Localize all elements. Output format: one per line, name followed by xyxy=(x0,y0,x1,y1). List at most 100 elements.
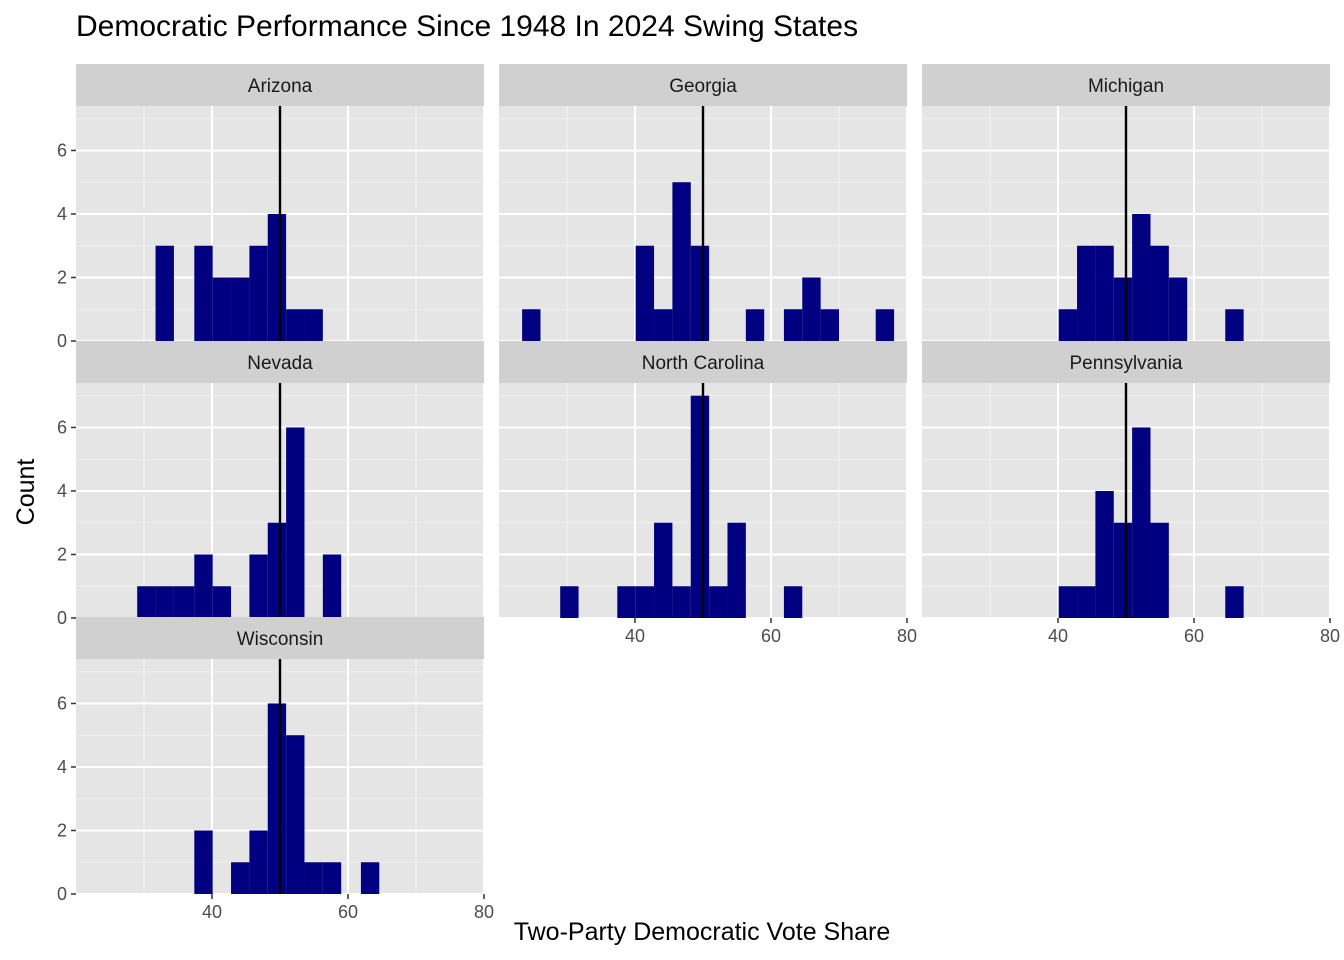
histogram-bar xyxy=(1095,490,1114,618)
histogram-bar xyxy=(286,427,305,618)
histogram-bar xyxy=(173,586,195,618)
histogram-bar xyxy=(560,586,579,618)
x-tick-label: 80 xyxy=(474,902,494,922)
histogram-bar xyxy=(1058,586,1078,618)
histogram-bar xyxy=(727,522,746,618)
y-tick-label: 0 xyxy=(57,331,67,351)
facet-strip xyxy=(76,64,484,106)
histogram-bar xyxy=(267,522,287,618)
y-tick-label: 6 xyxy=(57,693,67,713)
facet-strip xyxy=(922,64,1330,106)
histogram-bar xyxy=(690,245,710,341)
x-tick-label: 80 xyxy=(1320,626,1340,646)
facet-arizona: Arizona 0 2 4 6 xyxy=(57,64,485,351)
histogram-bar xyxy=(194,554,213,618)
histogram-bar xyxy=(155,245,174,341)
facet-label: Wisconsin xyxy=(237,629,324,650)
facet-wisconsin: Wisconsin 0 2 4 6 40 60 80 xyxy=(57,617,494,922)
y-tick-label: 2 xyxy=(57,544,67,564)
x-tick-label: 60 xyxy=(1184,626,1204,646)
histogram-bar xyxy=(322,554,342,618)
histogram-bar xyxy=(194,245,213,341)
histogram-bar xyxy=(137,586,156,618)
y-tick-label: 6 xyxy=(57,140,67,160)
histogram-bar xyxy=(1150,522,1169,618)
histogram-bar xyxy=(1095,245,1114,341)
histogram-bar xyxy=(286,735,305,894)
histogram-bar xyxy=(1113,522,1133,618)
facet-strip xyxy=(76,617,484,659)
x-tick-label: 40 xyxy=(625,626,645,646)
histogram-bar xyxy=(212,277,232,341)
histogram-bar xyxy=(360,862,380,894)
histogram-bar xyxy=(672,182,691,341)
histogram-bar xyxy=(654,309,673,341)
facet-label: Pennsylvania xyxy=(1069,353,1182,374)
histogram-bar xyxy=(635,586,655,618)
histogram-bar xyxy=(286,309,305,341)
histogram-bar xyxy=(249,245,268,341)
x-tick-label: 40 xyxy=(1048,626,1068,646)
facet-strip xyxy=(76,341,484,383)
facet-michigan: Michigan xyxy=(922,64,1331,342)
y-tick-label: 2 xyxy=(57,267,67,287)
y-tick-label: 0 xyxy=(57,608,67,628)
x-tick-label: 40 xyxy=(202,902,222,922)
facet-strip xyxy=(499,341,907,383)
histogram-bar xyxy=(1132,213,1151,341)
histogram-bar xyxy=(617,586,636,618)
histogram-bar xyxy=(1113,277,1133,341)
facet-label: North Carolina xyxy=(642,353,765,374)
histogram-bar xyxy=(1168,277,1188,341)
facet-strip xyxy=(499,64,907,106)
histogram-bar xyxy=(875,309,895,341)
facet-nevada: Nevada 0 2 4 6 xyxy=(57,341,485,628)
x-axis-title: Two-Party Democratic Vote Share xyxy=(514,918,891,946)
x-tick-label: 60 xyxy=(338,902,358,922)
histogram-bar xyxy=(654,522,673,618)
facet-pennsylvania: Pennsylvania 40 60 80 xyxy=(922,341,1340,646)
y-tick-label: 4 xyxy=(57,204,67,224)
histogram-bar xyxy=(267,213,287,341)
histogram-bar xyxy=(304,309,323,341)
histogram-bar xyxy=(635,245,655,341)
histogram-bar xyxy=(1058,309,1078,341)
y-tick-label: 4 xyxy=(57,481,67,501)
histogram-bar xyxy=(690,395,710,618)
facet-georgia: Georgia xyxy=(499,64,908,342)
histogram-bar xyxy=(194,830,213,894)
histogram-bar xyxy=(1077,586,1096,618)
x-tick-label: 60 xyxy=(761,626,781,646)
histogram-bar xyxy=(783,309,803,341)
histogram-bar xyxy=(522,309,541,341)
facet-label: Arizona xyxy=(248,76,313,97)
histogram-bar xyxy=(820,309,839,341)
histogram-bar xyxy=(231,277,250,341)
histogram-bar xyxy=(322,862,342,894)
histogram-bar xyxy=(249,554,268,618)
histogram-bar xyxy=(672,586,691,618)
x-tick-label: 80 xyxy=(897,626,917,646)
histogram-bar xyxy=(155,586,174,618)
histogram-bar xyxy=(1077,245,1096,341)
histogram-bar xyxy=(783,586,803,618)
facet-label: Michigan xyxy=(1088,76,1164,97)
facet-label: Nevada xyxy=(247,353,313,374)
histogram-bar xyxy=(231,862,250,894)
histogram-bar xyxy=(304,862,323,894)
histogram-bar xyxy=(1225,586,1244,618)
y-axis-title: Count xyxy=(12,459,40,526)
histogram-bar xyxy=(1132,427,1151,618)
histogram-bar xyxy=(709,586,728,618)
chart-title: Democratic Performance Since 1948 In 202… xyxy=(76,10,859,43)
histogram-bar xyxy=(249,830,268,894)
facet-label: Georgia xyxy=(669,76,737,97)
y-tick-label: 6 xyxy=(57,417,67,437)
histogram-bar xyxy=(802,277,821,341)
histogram-bar xyxy=(1225,309,1244,341)
y-tick-label: 2 xyxy=(57,820,67,840)
y-tick-label: 4 xyxy=(57,757,67,777)
histogram-bar xyxy=(1150,245,1169,341)
facet-north-carolina: North Carolina 40 60 80 xyxy=(499,341,917,646)
